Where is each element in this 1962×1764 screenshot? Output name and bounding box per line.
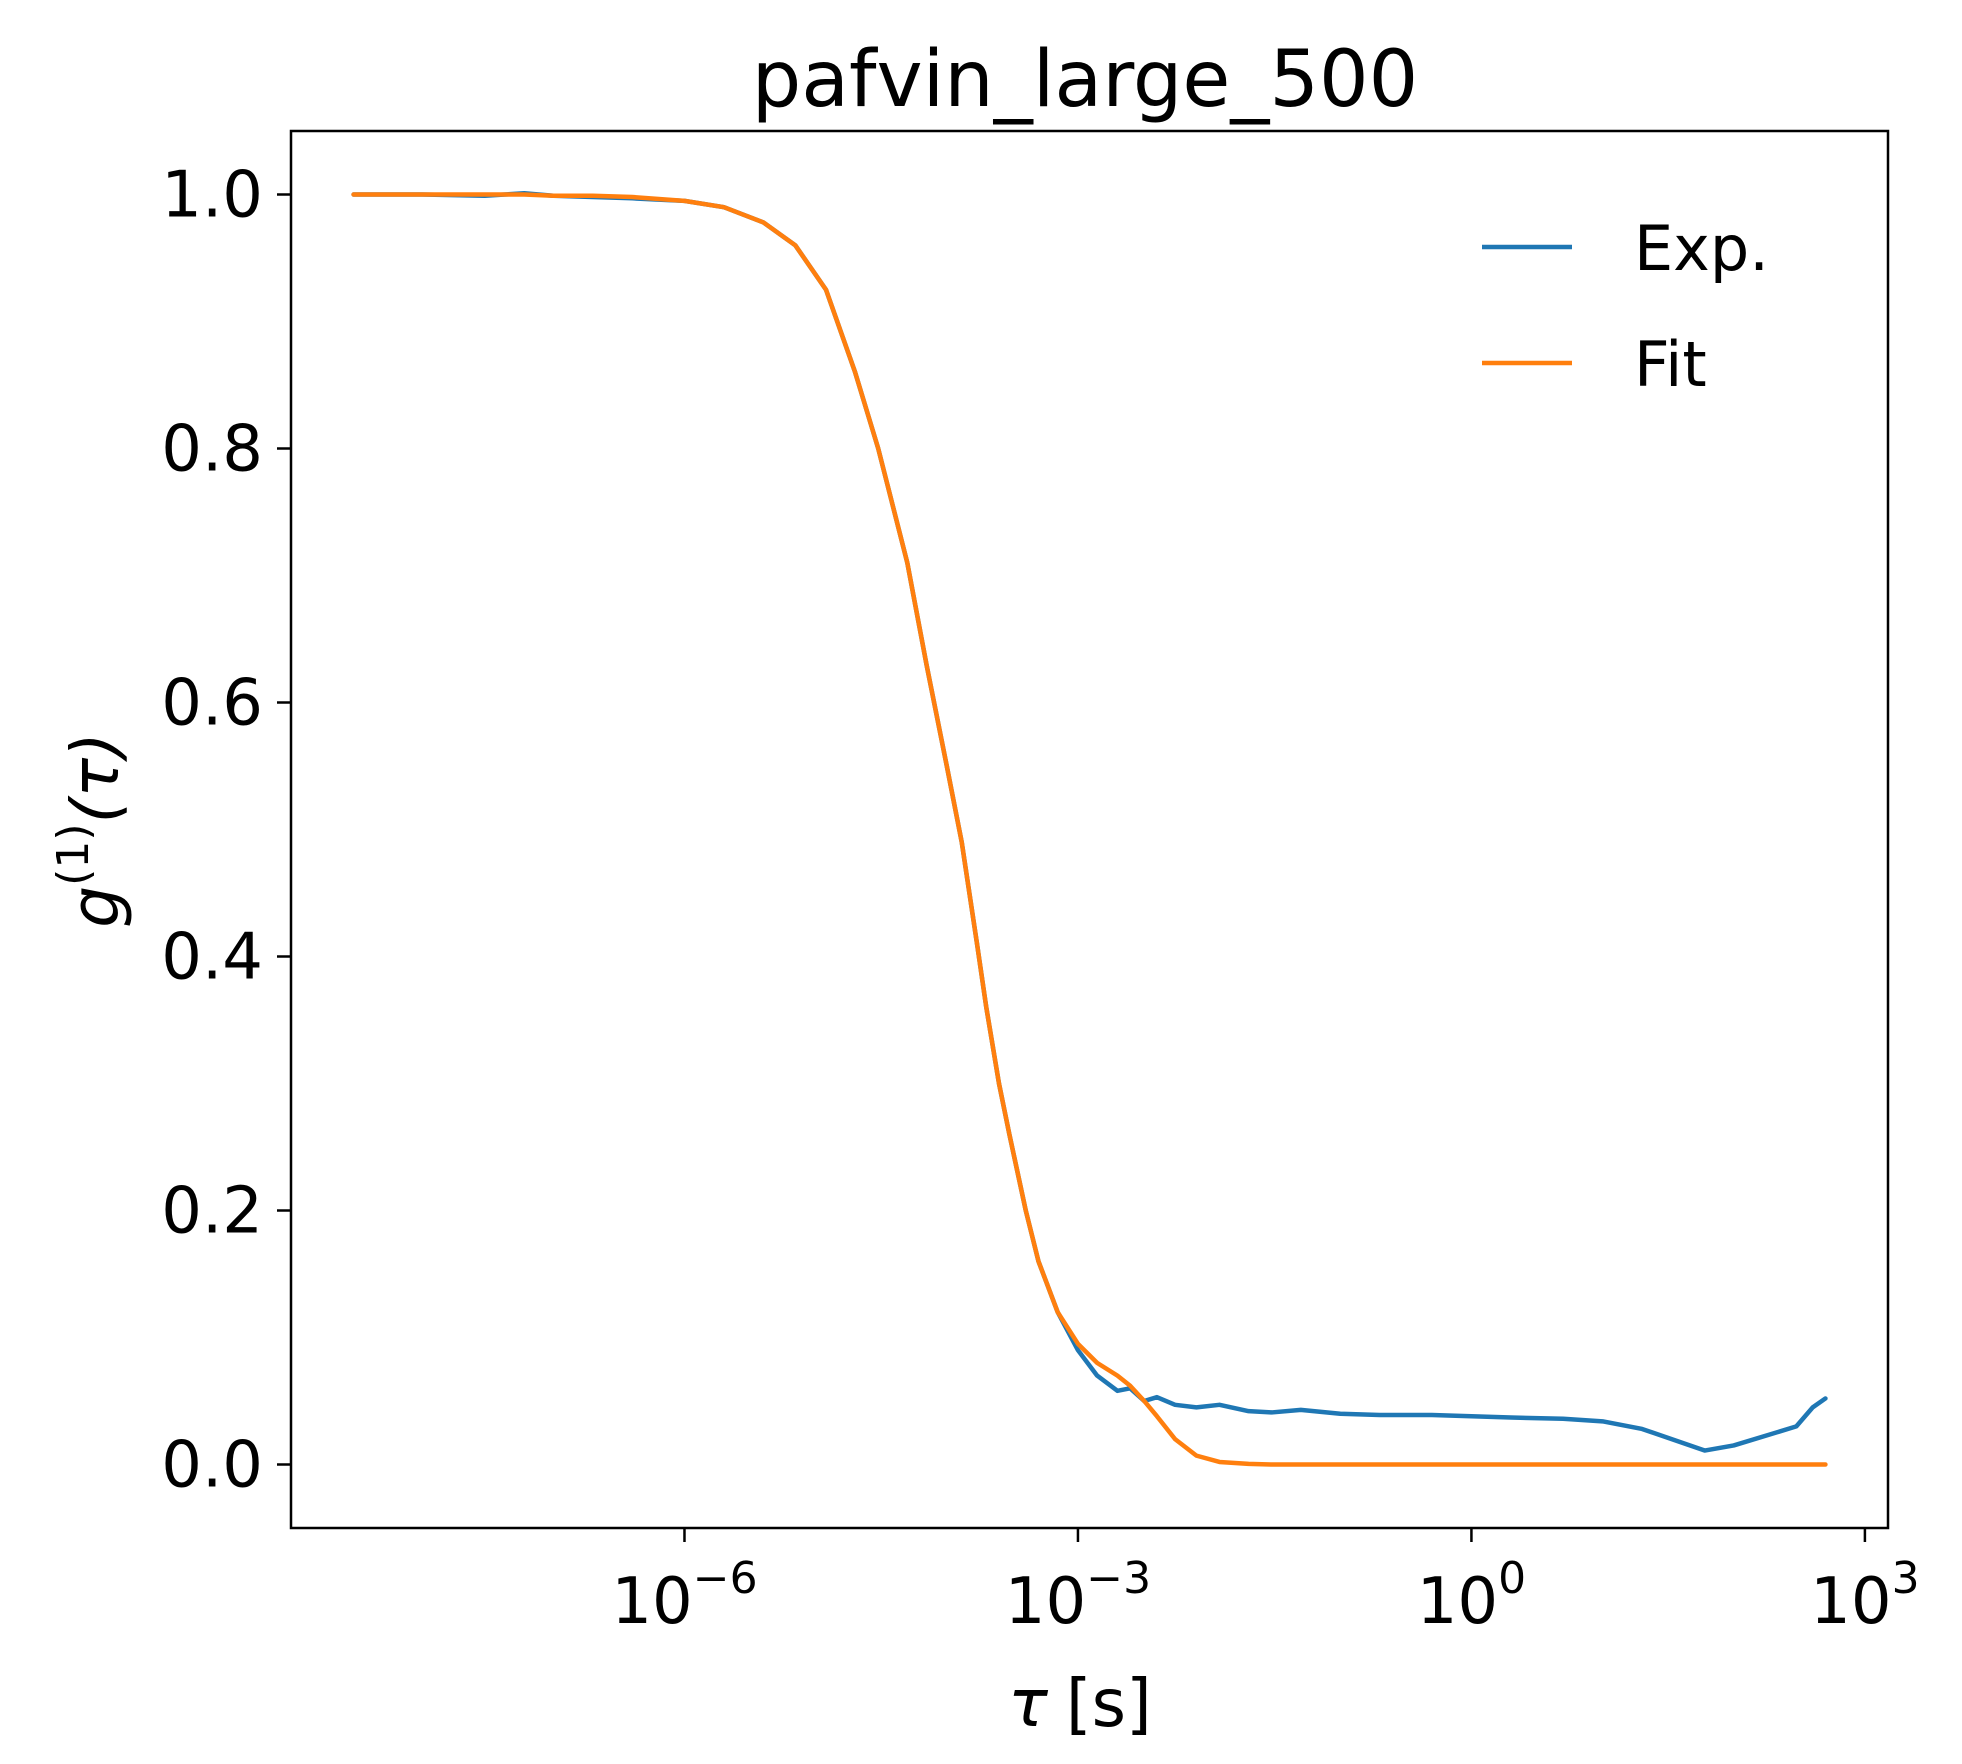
plot-frame: [289, 129, 1890, 1530]
x-axis-label-unit: [s]: [1066, 1665, 1152, 1742]
y-tick-label: 0.2: [161, 1175, 263, 1249]
legend-label: Exp.: [1634, 212, 1769, 285]
y-tick-label: 0.0: [161, 1429, 263, 1503]
y-tick-label: 0.6: [161, 667, 263, 741]
series-layer: [351, 190, 1828, 1467]
x-axis: 10−6 10−3 100 103: [611, 1528, 1920, 1639]
y-axis-label-sup: (1): [48, 824, 99, 886]
y-axis-label-arg: (τ): [57, 732, 134, 823]
plot-area: [351, 190, 1828, 1467]
chart-title: pafvin_large_500: [752, 35, 1419, 125]
y-tick-label: 1.0: [161, 159, 263, 233]
y-tick-label: 0.4: [161, 921, 263, 995]
y-axis: 0.0 0.2 0.4 0.6 0.8 1.0: [161, 159, 291, 1503]
x-tick-label: 10−3: [1005, 1553, 1151, 1639]
y-axis-label: g(1)(τ): [48, 732, 134, 927]
legend: Exp. Fit: [1482, 212, 1769, 401]
series-line-fit: [351, 192, 1828, 1467]
x-tick-label: 103: [1810, 1553, 1919, 1639]
legend-label: Fit: [1634, 328, 1707, 401]
x-tick-label: 10−6: [611, 1553, 757, 1639]
x-axis-label: τ [s]: [1008, 1665, 1152, 1742]
y-tick-label: 0.8: [161, 413, 263, 487]
x-tick-label: 100: [1417, 1553, 1526, 1639]
x-axis-label-symbol: τ: [1008, 1665, 1049, 1742]
y-axis-label-base: g: [57, 886, 134, 928]
